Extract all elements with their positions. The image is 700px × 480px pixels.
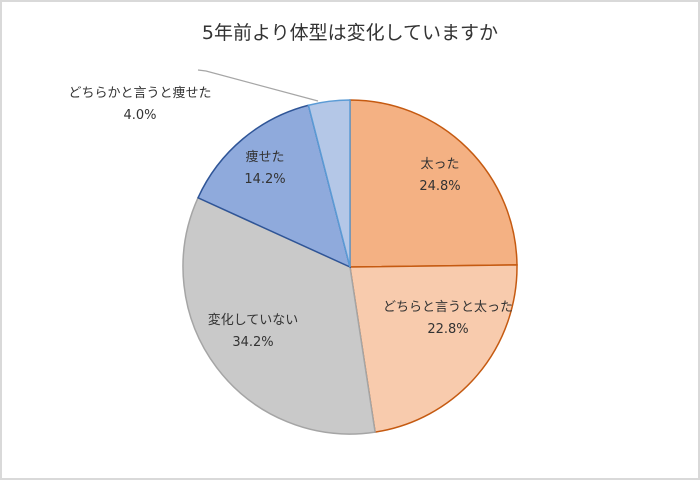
label-name: 太った — [420, 157, 460, 172]
data-label-dochira-futotta: どちらと言うと太った 22.8% — [368, 297, 528, 341]
label-value: 24.8% — [419, 179, 461, 194]
label-name: どちらと言うと太った — [382, 300, 513, 315]
label-value: 4.0% — [123, 108, 157, 123]
data-label-dochira-yaseta: どちらかと言うと痩せた 4.0% — [60, 83, 220, 127]
data-label-futotta: 太った 24.8% — [395, 154, 485, 198]
label-value: 22.8% — [427, 322, 469, 337]
label-value: 14.2% — [244, 172, 286, 187]
label-name: どちらかと言うと痩せた — [68, 86, 212, 101]
label-value: 34.2% — [232, 335, 274, 350]
slice-futotta[interactable] — [349, 99, 518, 268]
slice-dochira-futotta[interactable] — [349, 264, 518, 433]
label-name: 痩せた — [245, 150, 285, 165]
data-label-henka-nashi: 変化していない 34.2% — [193, 310, 313, 354]
chart-title: 5年前より体型は変化していますか — [201, 22, 499, 44]
leader-line — [197, 69, 319, 102]
label-name: 変化していない — [207, 313, 299, 328]
data-label-yaseta: 痩せた 14.2% — [225, 147, 305, 191]
slice-yaseta[interactable] — [197, 104, 352, 269]
slice-dochira-yaseta[interactable] — [307, 99, 351, 268]
